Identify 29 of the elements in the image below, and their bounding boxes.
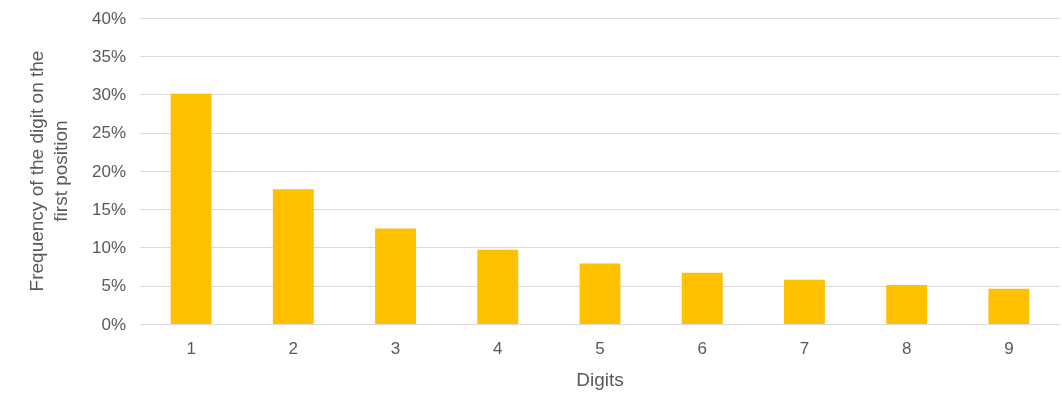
y-tick-label: 25% xyxy=(91,123,126,143)
bar xyxy=(375,228,416,324)
x-tick-label: 2 xyxy=(288,339,299,358)
x-tick-label: 5 xyxy=(595,339,605,358)
y-tick-label: 10% xyxy=(91,238,126,257)
y-tick-label: 0% xyxy=(101,314,126,334)
bar xyxy=(886,284,928,324)
y-tick-label: 15% xyxy=(91,199,126,219)
x-tick-label: 8 xyxy=(901,339,912,358)
x-tick-label: 1 xyxy=(186,339,196,358)
y-axis-title: Frequency of the digit on the first position xyxy=(25,50,71,292)
bar xyxy=(579,263,621,324)
bar xyxy=(272,189,314,324)
y-tick-label: 40% xyxy=(91,8,126,28)
x-tick-label: 3 xyxy=(390,339,401,358)
y-tick-label: 5% xyxy=(101,276,126,296)
x-tick-label: 4 xyxy=(493,339,503,358)
bar xyxy=(170,93,212,324)
x-tick-label: 9 xyxy=(1004,339,1014,358)
x-tick-label: 7 xyxy=(799,339,810,358)
y-tick-label: 20% xyxy=(91,161,126,181)
y-tick-label: 30% xyxy=(91,85,126,104)
bar xyxy=(988,288,1030,324)
y-tick-label: 35% xyxy=(91,46,126,66)
x-axis-title: Digits xyxy=(576,369,624,390)
bar xyxy=(477,249,519,324)
bar xyxy=(681,272,723,324)
bar xyxy=(784,279,825,324)
x-tick-label: 6 xyxy=(697,339,707,358)
